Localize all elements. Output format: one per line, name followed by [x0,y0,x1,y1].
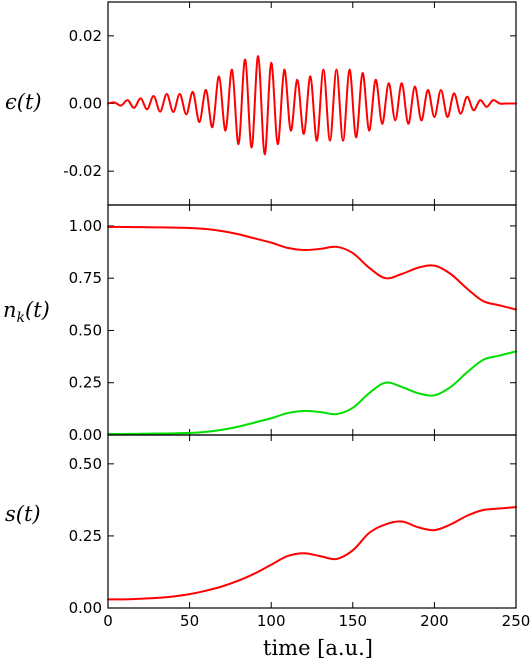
y-axis-label: nk(t) [3,298,50,326]
curves [107,506,517,601]
y-axis-label: s(t) [5,502,41,526]
y-tick-label: 0.25 [69,374,102,392]
y-tick-label: 1.00 [69,217,102,235]
y-tick-labels: 0.00 0.25 0.50 0.75 1.00 [69,217,102,444]
panel-epsilon-ylabel-group: ϵ(t) [5,90,42,114]
panel-occupation: nk(t) 0.00 0.25 0.50 0.75 1.00 [3,204,517,444]
ticks [107,205,517,436]
x-tick-label: 150 [338,612,367,630]
series-line-0 [107,225,517,311]
panel-epsilon: ϵ(t) -0.02 0.00 0.02 [5,1,517,206]
y-tick-label: 0.75 [69,269,102,287]
y-tick-label: 0.00 [69,95,102,113]
y-tick-label: 0.02 [69,27,102,45]
series-line-1 [107,350,517,435]
y-axis-label: ϵ(t) [5,90,42,114]
x-tick-labels: 0 50 100 150 200 250 [103,612,530,630]
series-line-0 [107,55,517,156]
x-axis-label: time [a.u.] [263,636,373,660]
y-tick-labels: -0.02 0.00 0.02 [63,27,102,180]
curves [107,55,517,156]
x-tick-label: 250 [502,612,531,630]
curves [107,225,517,435]
y-tick-label: 0.50 [69,321,102,339]
panel-entropy: s(t) 0.00 0.25 0.50 0 50 100 150 200 250 time [… [5,434,530,660]
y-tick-label: -0.02 [63,162,102,180]
y-tick-label: 0.25 [69,527,102,545]
x-tick-label: 100 [257,612,286,630]
plot-frame [107,204,517,436]
y-tick-label: 0.50 [69,455,102,473]
y-tick-label: 0.00 [69,599,102,617]
x-tick-label: 50 [180,612,199,630]
series-line-0 [107,506,517,601]
plot-frame [107,434,517,609]
x-tick-label: 0 [103,612,113,630]
x-tick-label: 200 [420,612,449,630]
y-tick-label: 0.00 [69,426,102,444]
y-tick-labels: 0.00 0.25 0.50 [69,455,102,617]
